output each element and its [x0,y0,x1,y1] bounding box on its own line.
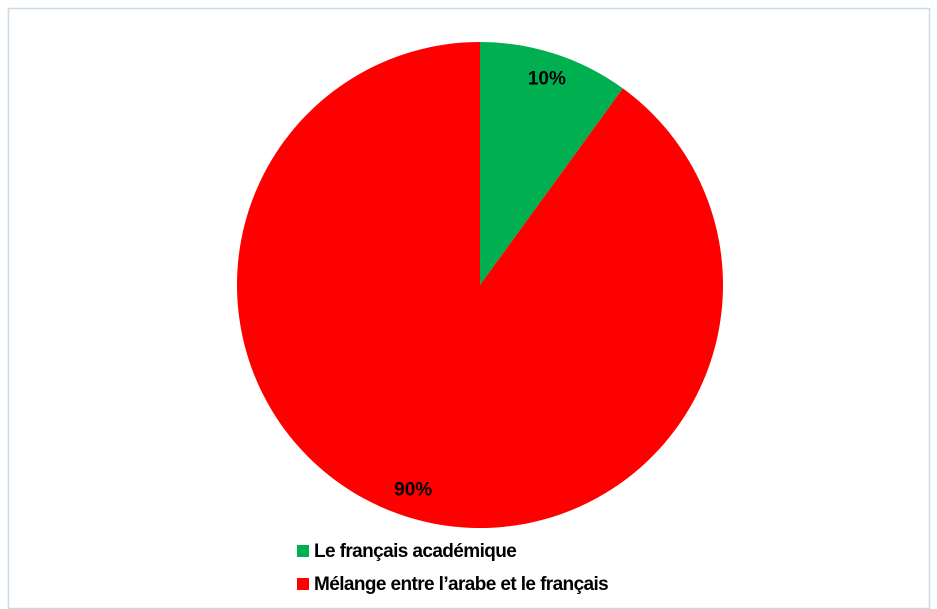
legend-swatch [297,578,309,590]
legend-label: Le français académique [314,541,516,562]
legend-label: Mélange entre l’arabe et le français [314,574,608,595]
legend-swatch [297,545,309,557]
data-label: 10% [528,68,566,89]
data-label: 90% [394,480,432,501]
pie-slice [236,41,723,529]
pie-slice [480,42,623,285]
